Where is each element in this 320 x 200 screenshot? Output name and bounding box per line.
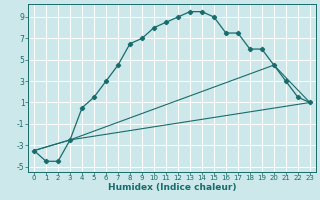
X-axis label: Humidex (Indice chaleur): Humidex (Indice chaleur)	[108, 183, 236, 192]
